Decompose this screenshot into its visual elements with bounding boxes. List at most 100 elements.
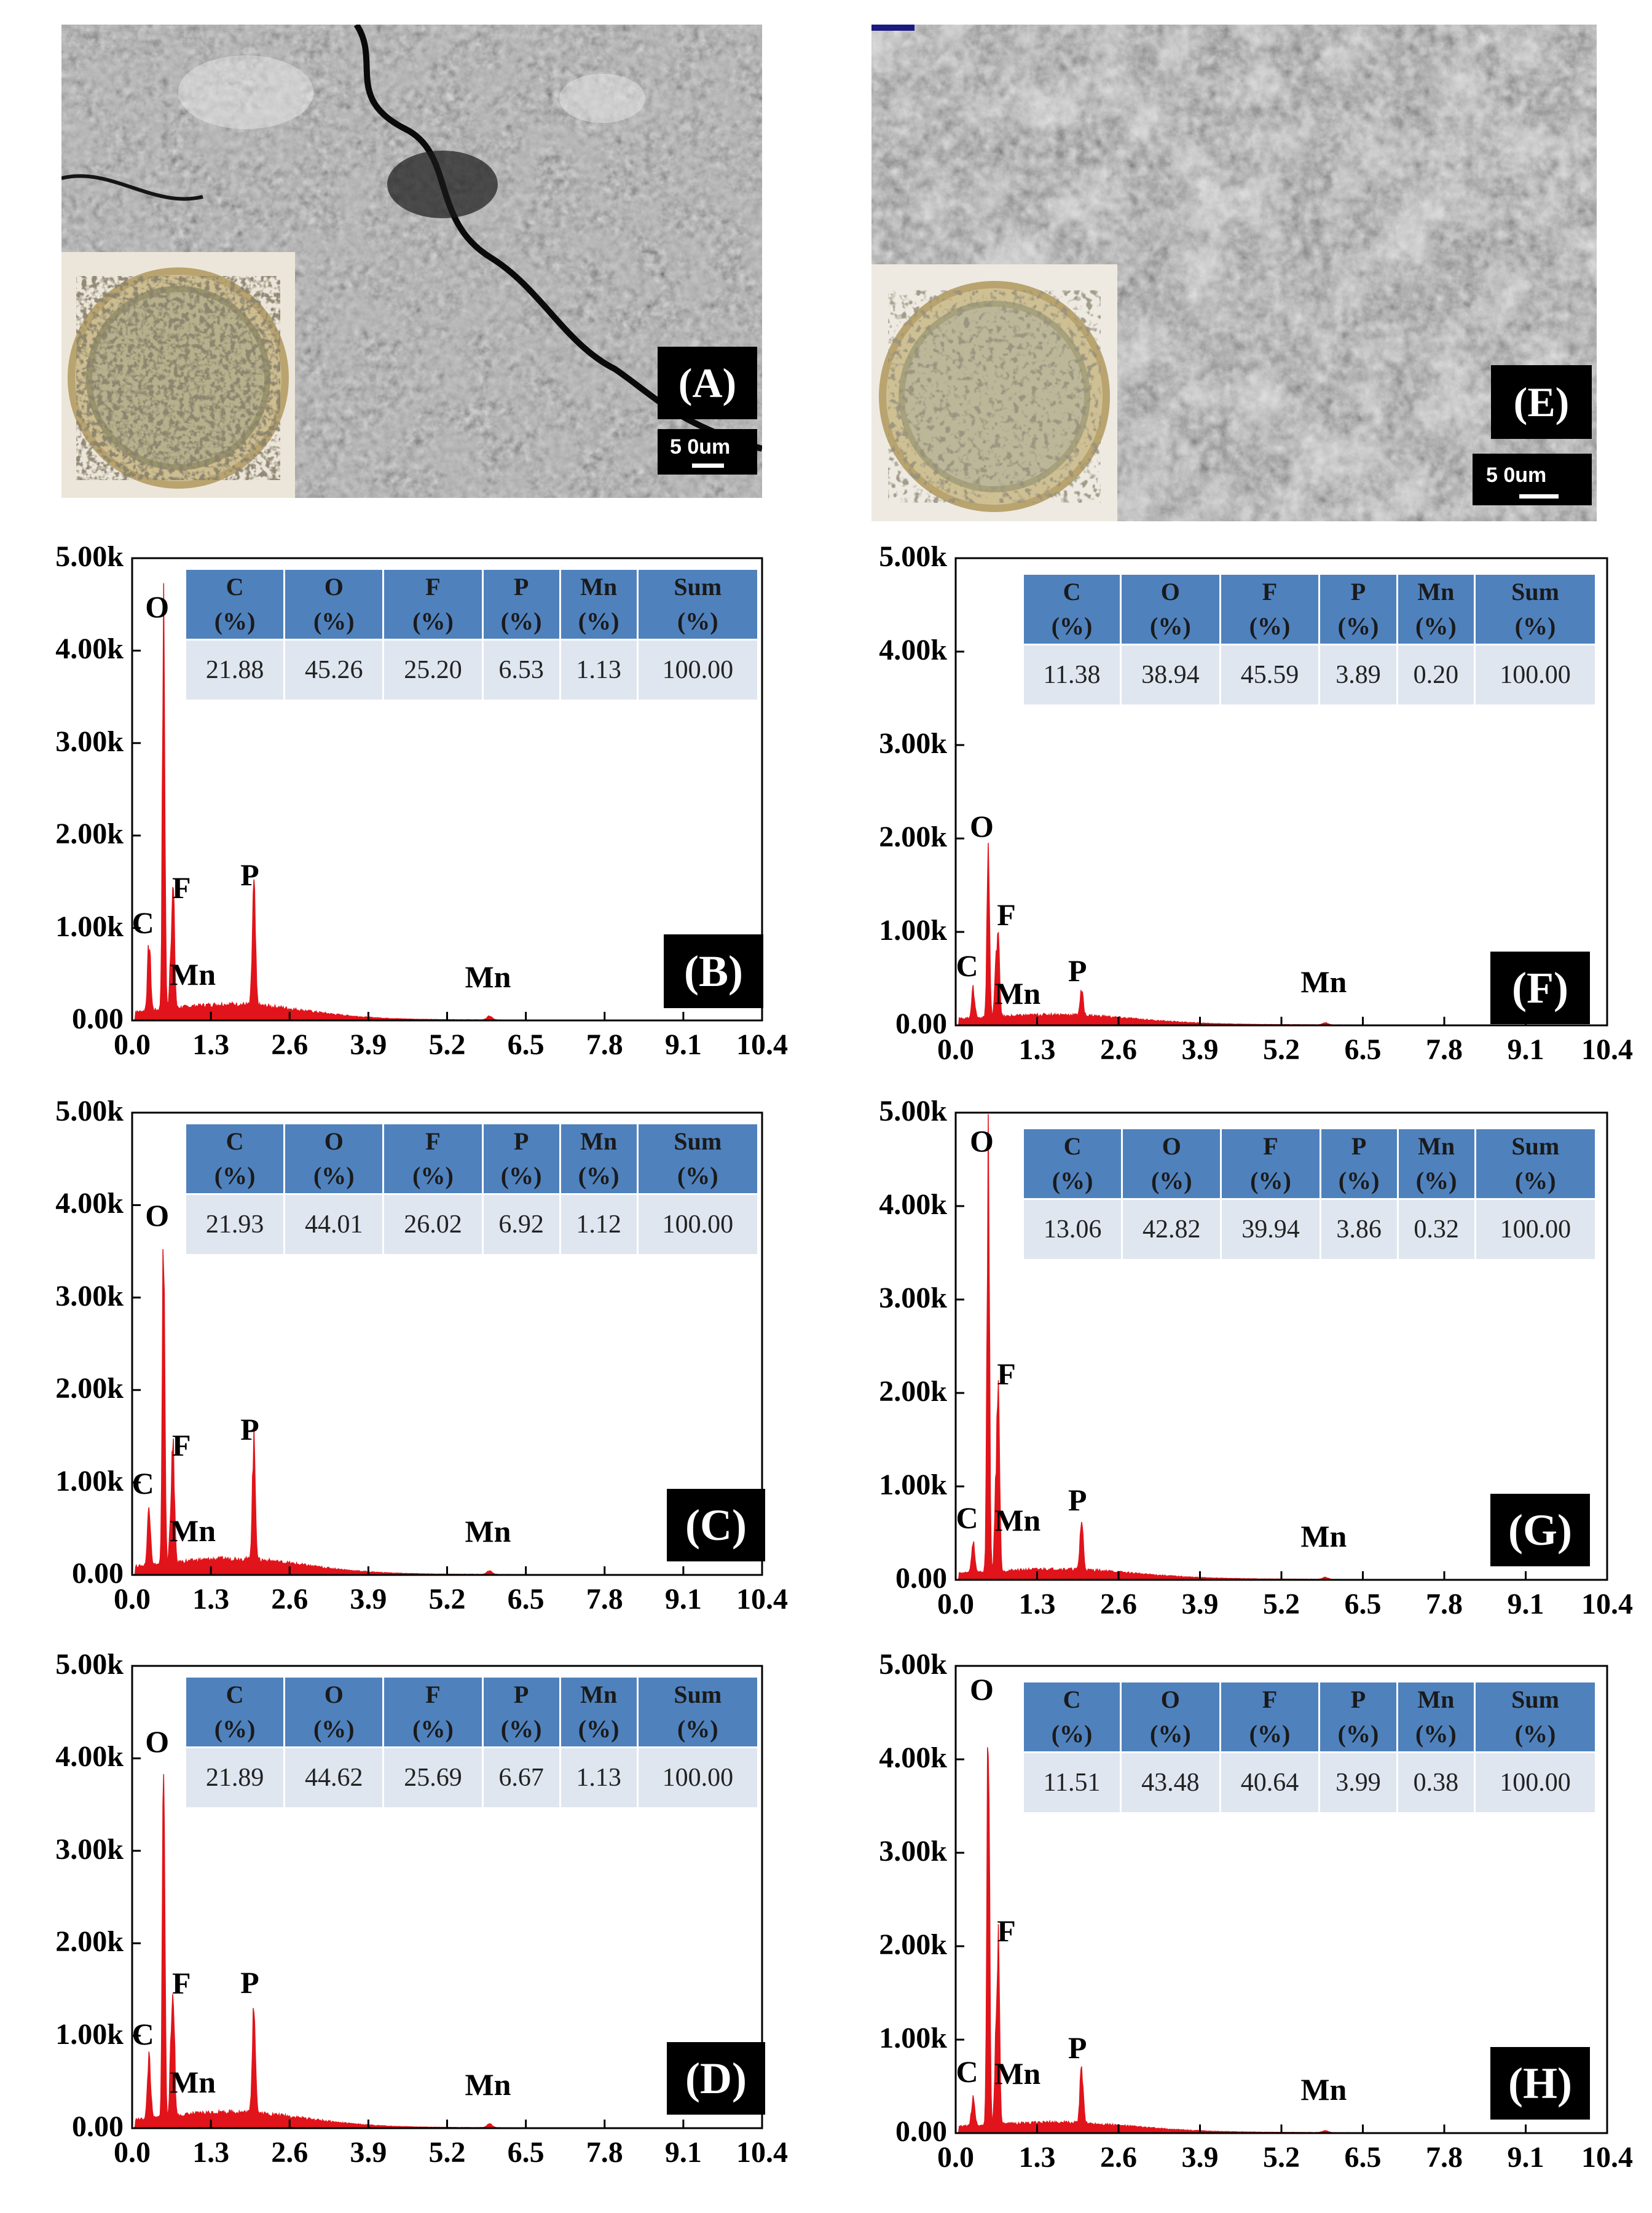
peak-label-p: P — [240, 1411, 259, 1446]
peak-label-mn: Mn — [170, 1513, 216, 1548]
y-tick-label: 0.00 — [895, 2115, 947, 2148]
element-symbol: P — [513, 573, 529, 601]
y-tick-label: 2.00k — [879, 821, 947, 853]
unit-label: (%) — [214, 1162, 256, 1189]
element-symbol: Sum — [674, 573, 722, 601]
spectrum-panel-b: 5.00k 4.00k 3.00k 2.00k 1.00k 0.00 0.0 1.3 2.6 3.… — [0, 540, 793, 1093]
table-cell: 100.00 — [638, 1748, 757, 1807]
table-header-cell: Sum (%) — [1476, 1129, 1595, 1198]
x-tick-label: 7.8 — [586, 2136, 623, 2169]
table-cell: 0.32 — [1398, 1200, 1474, 1259]
unit-label: (%) — [1337, 1720, 1379, 1748]
x-tick-label: 10.4 — [736, 2136, 788, 2169]
table-cell: 25.69 — [384, 1748, 482, 1807]
panel-label-a: (A) — [658, 347, 757, 419]
x-tick-label: 10.4 — [1581, 2141, 1633, 2174]
unit-label: (%) — [1150, 1720, 1191, 1748]
panel-label: (D) — [667, 2042, 765, 2115]
unit-label: (%) — [500, 1715, 542, 1743]
peak-label-p: P — [1068, 1482, 1087, 1517]
table-header-cell: Sum (%) — [638, 570, 757, 639]
table-cell: 0.20 — [1398, 645, 1474, 704]
element-symbol: F — [1262, 578, 1278, 606]
x-tick-label: 6.5 — [1344, 1033, 1382, 1066]
table-row: 13.06 42.82 39.94 3.86 0.32 100.00 — [1024, 1200, 1595, 1259]
scale-bar-e: 5 0um — [1473, 454, 1592, 505]
element-symbol: O — [1160, 578, 1180, 606]
unit-label: (%) — [1250, 1167, 1291, 1194]
peak-label-c: C — [956, 2054, 978, 2089]
y-tick-label: 1.00k — [879, 914, 947, 947]
x-tick-label: 6.5 — [507, 1583, 545, 1615]
element-symbol: P — [513, 1127, 529, 1155]
table-row: 21.89 44.62 25.69 6.67 1.13 100.00 — [186, 1748, 757, 1807]
y-tick-label: 0.00 — [72, 2110, 124, 2143]
x-tick-label: 3.9 — [1181, 1588, 1219, 1620]
table-header-cell: Mn (%) — [1398, 1129, 1474, 1198]
unit-label: (%) — [1249, 1720, 1291, 1748]
table-header-cell: F (%) — [384, 570, 482, 639]
table-row: 11.51 43.48 40.64 3.99 0.38 100.00 — [1024, 1753, 1595, 1812]
x-tick-label: 5.2 — [1263, 2141, 1300, 2174]
table-header-cell: Sum (%) — [1476, 1682, 1595, 1751]
unit-label: (%) — [578, 607, 620, 635]
table-header-cell: O (%) — [1122, 575, 1219, 644]
table-cell: 39.94 — [1222, 1200, 1320, 1259]
table-header-row: C (%) O (%) F (%) P (%) Mn (%) Sum (%) — [186, 1678, 757, 1746]
table-cell: 100.00 — [1476, 645, 1595, 704]
peak-label-p: P — [1068, 953, 1087, 988]
element-symbol: Sum — [1511, 1132, 1560, 1160]
y-tick-label: 0.00 — [72, 1003, 124, 1035]
x-tick-label: 1.3 — [192, 1028, 230, 1061]
table-header-cell: O (%) — [285, 1124, 383, 1193]
composition-table: C (%) O (%) F (%) P (%) Mn (%) Sum (%) 13.06 42.82 39.… — [1022, 1127, 1597, 1261]
table-header-row: C (%) O (%) F (%) P (%) Mn (%) Sum (%) — [1024, 1129, 1595, 1198]
y-tick-label: 4.00k — [879, 634, 947, 666]
table-cell: 6.92 — [483, 1195, 559, 1254]
x-tick-label: 10.4 — [1581, 1033, 1633, 1066]
x-tick-label: 3.9 — [1181, 2141, 1219, 2174]
x-tick-label: 1.3 — [192, 2136, 230, 2169]
peak-label-f: F — [997, 897, 1016, 933]
x-tick-label: 2.6 — [271, 1583, 309, 1615]
unit-label: (%) — [1415, 1167, 1457, 1194]
table-header-cell: P (%) — [483, 1124, 559, 1193]
spectrum-svg — [131, 1111, 763, 1576]
x-tick-label: 6.5 — [1344, 2141, 1382, 2174]
table-header-cell: O (%) — [1122, 1682, 1219, 1751]
y-tick-label: 5.00k — [879, 1648, 947, 1681]
spectrum-svg — [954, 557, 1608, 1027]
x-tick-label: 9.1 — [664, 1583, 702, 1615]
table-cell: 43.48 — [1122, 1753, 1219, 1812]
table-cell: 1.13 — [560, 1748, 637, 1807]
x-tick-label: 0.0 — [114, 1028, 151, 1061]
element-symbol: Sum — [674, 1681, 722, 1708]
table-header-cell: Mn (%) — [560, 1678, 637, 1746]
table-header-cell: P (%) — [483, 1678, 559, 1746]
y-tick-label: 0.00 — [895, 1562, 947, 1595]
x-tick-label: 9.1 — [1507, 1033, 1544, 1066]
peak-label-mn: Mn — [994, 976, 1041, 1011]
table-cell: 6.53 — [483, 641, 559, 700]
unit-label: (%) — [313, 1162, 355, 1189]
x-tick-label: 10.4 — [736, 1028, 788, 1061]
unit-label: (%) — [1337, 612, 1379, 640]
element-symbol: Mn — [580, 573, 618, 601]
element-symbol: Mn — [1418, 1132, 1455, 1160]
y-tick-label: 2.00k — [55, 818, 124, 851]
peak-label-c: C — [956, 949, 978, 984]
table-header-cell: Sum (%) — [1476, 575, 1595, 644]
unit-label: (%) — [1150, 1167, 1192, 1194]
x-tick-label: 3.9 — [1181, 1033, 1219, 1066]
element-symbol: C — [1063, 578, 1081, 606]
unit-label: (%) — [578, 1162, 620, 1189]
table-cell: 45.26 — [285, 641, 383, 700]
unit-label: (%) — [677, 607, 718, 635]
composition-table: C (%) O (%) F (%) P (%) Mn (%) Sum (%) 21.89 44.62 25.… — [184, 1676, 759, 1809]
x-tick-label: 1.3 — [1018, 2141, 1056, 2174]
element-symbol: Mn — [1417, 1686, 1455, 1713]
composition-table: C (%) O (%) F (%) P (%) Mn (%) Sum (%) 21.93 44.01 26.… — [184, 1122, 759, 1256]
x-tick-label: 0.0 — [937, 1033, 974, 1066]
x-tick-label: 5.2 — [428, 1583, 466, 1615]
y-tick-label: 1.00k — [879, 2022, 947, 2054]
